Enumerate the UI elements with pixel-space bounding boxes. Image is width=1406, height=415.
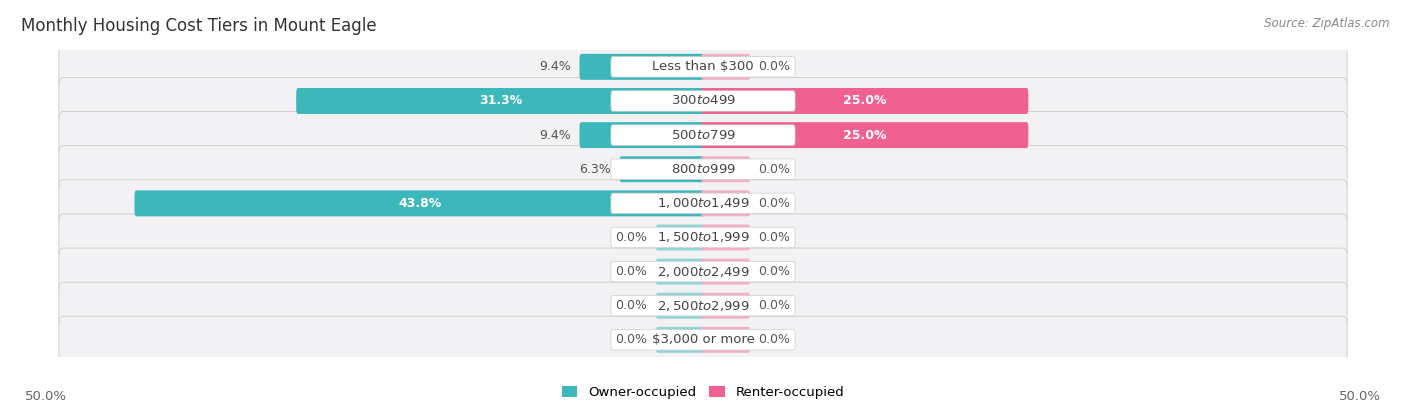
FancyBboxPatch shape [655,327,704,353]
Text: $800 to $999: $800 to $999 [671,163,735,176]
Text: 50.0%: 50.0% [1339,390,1381,403]
FancyBboxPatch shape [59,180,1347,227]
Text: 43.8%: 43.8% [398,197,441,210]
Text: $2,000 to $2,499: $2,000 to $2,499 [657,265,749,278]
Text: 0.0%: 0.0% [759,60,790,73]
FancyBboxPatch shape [655,259,704,285]
Text: $300 to $499: $300 to $499 [671,95,735,107]
Text: 0.0%: 0.0% [616,265,647,278]
FancyBboxPatch shape [610,56,796,77]
FancyBboxPatch shape [702,122,1028,148]
FancyBboxPatch shape [579,54,704,80]
FancyBboxPatch shape [579,122,704,148]
FancyBboxPatch shape [59,112,1347,159]
FancyBboxPatch shape [59,214,1347,261]
FancyBboxPatch shape [702,293,751,319]
FancyBboxPatch shape [702,327,751,353]
FancyBboxPatch shape [610,261,796,282]
Text: 0.0%: 0.0% [759,231,790,244]
Text: 25.0%: 25.0% [844,95,886,107]
FancyBboxPatch shape [620,156,704,182]
Text: 0.0%: 0.0% [759,265,790,278]
Text: $3,000 or more: $3,000 or more [651,333,755,347]
FancyBboxPatch shape [702,190,751,216]
Text: Monthly Housing Cost Tiers in Mount Eagle: Monthly Housing Cost Tiers in Mount Eagl… [21,17,377,34]
FancyBboxPatch shape [702,225,751,250]
FancyBboxPatch shape [702,156,751,182]
FancyBboxPatch shape [610,295,796,316]
Text: 50.0%: 50.0% [25,390,67,403]
Text: 9.4%: 9.4% [540,129,571,142]
Text: 0.0%: 0.0% [759,197,790,210]
FancyBboxPatch shape [59,282,1347,329]
FancyBboxPatch shape [59,316,1347,364]
FancyBboxPatch shape [610,125,796,145]
FancyBboxPatch shape [610,159,796,179]
Text: 25.0%: 25.0% [844,129,886,142]
FancyBboxPatch shape [59,248,1347,295]
FancyBboxPatch shape [610,330,796,350]
Text: 31.3%: 31.3% [479,95,522,107]
Text: 0.0%: 0.0% [759,163,790,176]
Text: 0.0%: 0.0% [759,299,790,312]
FancyBboxPatch shape [610,227,796,248]
Text: 0.0%: 0.0% [616,333,647,347]
FancyBboxPatch shape [135,190,704,216]
Text: Less than $300: Less than $300 [652,60,754,73]
FancyBboxPatch shape [59,43,1347,90]
FancyBboxPatch shape [702,54,751,80]
Text: $1,000 to $1,499: $1,000 to $1,499 [657,196,749,210]
Text: $500 to $799: $500 to $799 [671,129,735,142]
FancyBboxPatch shape [702,88,1028,114]
Text: 0.0%: 0.0% [759,333,790,347]
Text: $1,500 to $1,999: $1,500 to $1,999 [657,230,749,244]
FancyBboxPatch shape [297,88,704,114]
Text: Source: ZipAtlas.com: Source: ZipAtlas.com [1264,17,1389,29]
FancyBboxPatch shape [655,225,704,250]
FancyBboxPatch shape [610,193,796,214]
Text: 6.3%: 6.3% [579,163,612,176]
Text: 0.0%: 0.0% [616,231,647,244]
Text: 9.4%: 9.4% [540,60,571,73]
Legend: Owner-occupied, Renter-occupied: Owner-occupied, Renter-occupied [561,386,845,400]
FancyBboxPatch shape [59,78,1347,124]
FancyBboxPatch shape [610,91,796,111]
Text: 0.0%: 0.0% [616,299,647,312]
Text: $2,500 to $2,999: $2,500 to $2,999 [657,299,749,313]
FancyBboxPatch shape [702,259,751,285]
FancyBboxPatch shape [59,146,1347,193]
FancyBboxPatch shape [655,293,704,319]
